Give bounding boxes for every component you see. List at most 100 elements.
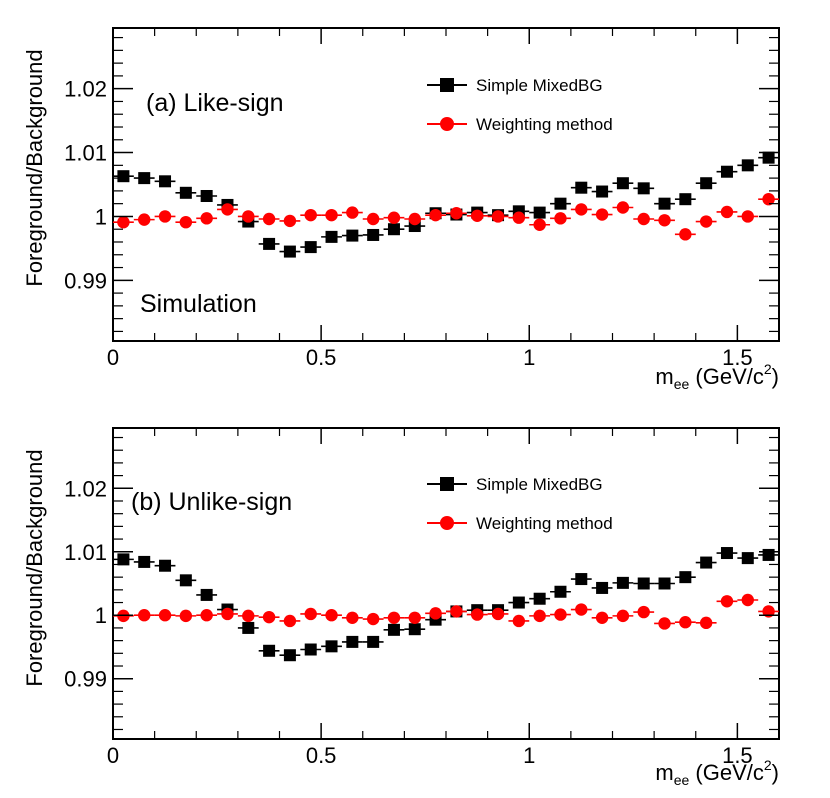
legend-marker-simple-mixedbg <box>440 477 454 491</box>
legend: Simple MixedBG Weighting method <box>427 76 613 134</box>
x-axis-title-units: (GeV/c <box>689 760 764 785</box>
data-point-weighting-method <box>658 214 671 227</box>
x-tick-label: 1 <box>523 345 535 370</box>
data-point-weighting-method <box>179 215 193 229</box>
data-marks <box>113 151 779 258</box>
data-point-weighting-method <box>595 611 609 624</box>
x-axis-title-main: m <box>655 760 673 785</box>
y-tick-label: 1 <box>95 204 107 229</box>
data-point-weighting-method <box>554 212 567 225</box>
data-point-weighting-method <box>575 603 588 616</box>
data-point-simple-mixedbg <box>762 151 775 164</box>
y-tick-label: 1.02 <box>64 77 107 102</box>
panel-unlike-sign: 0 0.5 1 1.5 0.99 1 1.01 1.02 (b) Unlike-sign Si… <box>22 427 780 788</box>
x-tick-label: 0.5 <box>306 743 337 768</box>
data-point-simple-mixedbg <box>138 172 151 185</box>
data-point-simple-mixedbg <box>408 623 421 636</box>
x-axis-title-sup: 2 <box>764 757 772 773</box>
data-point-simple-mixedbg <box>387 223 400 236</box>
legend-marker-weighting-method <box>440 516 454 530</box>
data-point-simple-mixedbg <box>679 571 692 584</box>
data-point-simple-mixedbg <box>679 193 692 206</box>
data-point-weighting-method <box>533 609 546 623</box>
data-point-weighting-method <box>762 192 775 206</box>
data-point-weighting-method <box>262 610 276 624</box>
data-point-simple-mixedbg <box>596 581 609 594</box>
axis-ticks: 0 0.5 1 1.5 0.99 1 1.01 1.02 <box>64 28 780 370</box>
data-point-weighting-method <box>179 609 193 623</box>
simulation-annotation: Simulation <box>140 290 257 318</box>
y-tick-label: 1.01 <box>64 540 107 565</box>
data-point-weighting-method <box>637 212 650 226</box>
data-point-weighting-method <box>616 609 630 623</box>
data-point-weighting-method <box>408 212 421 226</box>
data-point-simple-mixedbg <box>325 230 338 243</box>
panel-like-sign: 0 0.5 1 1.5 0.99 1 1.01 1.02 (a) Like-sign Simu… <box>22 27 780 392</box>
panel-label: (b) Unlike-sign <box>131 488 292 516</box>
data-point-simple-mixedbg <box>367 228 380 241</box>
data-point-simple-mixedbg <box>700 177 713 190</box>
data-point-weighting-method <box>138 213 151 226</box>
x-axis-title-units: (GeV/c <box>689 364 764 389</box>
data-point-simple-mixedbg <box>304 241 317 254</box>
data-point-simple-mixedbg <box>346 229 359 242</box>
data-point-simple-mixedbg <box>512 596 525 609</box>
data-point-simple-mixedbg <box>658 197 671 210</box>
data-point-weighting-method <box>720 205 734 219</box>
data-point-simple-mixedbg <box>304 643 317 656</box>
legend: Simple MixedBG Weighting method <box>427 475 613 533</box>
data-point-weighting-method <box>408 611 421 624</box>
x-axis-title-sub: ee <box>674 376 690 392</box>
data-marks <box>113 547 779 662</box>
data-point-weighting-method <box>491 607 505 621</box>
series-simple-mixedbg <box>113 547 779 662</box>
data-point-weighting-method <box>512 614 526 628</box>
data-point-simple-mixedbg <box>367 635 380 648</box>
y-tick-label: 1 <box>95 603 107 628</box>
data-point-simple-mixedbg <box>658 577 671 590</box>
x-axis-title-units-close: ) <box>772 760 779 785</box>
data-point-weighting-method <box>366 212 380 226</box>
data-point-simple-mixedbg <box>616 576 629 589</box>
data-point-simple-mixedbg <box>200 189 213 202</box>
data-point-simple-mixedbg <box>741 552 754 565</box>
data-point-weighting-method <box>325 208 338 222</box>
y-axis-title: Foreground/Background <box>22 49 47 286</box>
data-point-simple-mixedbg <box>179 186 192 199</box>
data-point-weighting-method <box>616 201 630 214</box>
data-point-weighting-method <box>283 614 297 628</box>
x-tick-label: 0.5 <box>306 345 337 370</box>
data-point-simple-mixedbg <box>325 640 338 653</box>
data-point-weighting-method <box>366 612 380 626</box>
data-point-weighting-method <box>450 605 463 618</box>
plot-frame <box>112 427 780 740</box>
x-axis-title: mee (GeV/c2) <box>655 361 779 392</box>
data-point-weighting-method <box>200 609 213 622</box>
data-point-weighting-method <box>658 617 671 630</box>
data-point-simple-mixedbg <box>200 588 213 601</box>
data-point-weighting-method <box>450 207 463 220</box>
data-point-simple-mixedbg <box>720 547 733 560</box>
x-tick-label: 0 <box>107 743 119 768</box>
data-point-simple-mixedbg <box>575 573 588 586</box>
x-axis-title-main: m <box>655 364 673 389</box>
legend-label-weighting-method: Weighting method <box>476 115 613 134</box>
data-point-weighting-method <box>533 218 546 231</box>
data-point-simple-mixedbg <box>242 621 255 634</box>
data-point-simple-mixedbg <box>263 644 276 657</box>
data-point-weighting-method <box>242 609 255 623</box>
data-point-weighting-method <box>221 607 234 621</box>
data-point-simple-mixedbg <box>554 585 567 598</box>
data-point-simple-mixedbg <box>533 206 546 219</box>
data-point-weighting-method <box>699 616 713 630</box>
data-point-simple-mixedbg <box>616 177 629 190</box>
data-point-simple-mixedbg <box>533 592 546 605</box>
data-point-weighting-method <box>387 211 401 224</box>
legend-marker-weighting-method <box>440 117 454 131</box>
legend-label-weighting-method: Weighting method <box>476 514 613 533</box>
data-point-simple-mixedbg <box>387 623 400 636</box>
data-point-simple-mixedbg <box>700 556 713 569</box>
data-point-simple-mixedbg <box>159 175 172 188</box>
data-point-simple-mixedbg <box>720 165 733 178</box>
